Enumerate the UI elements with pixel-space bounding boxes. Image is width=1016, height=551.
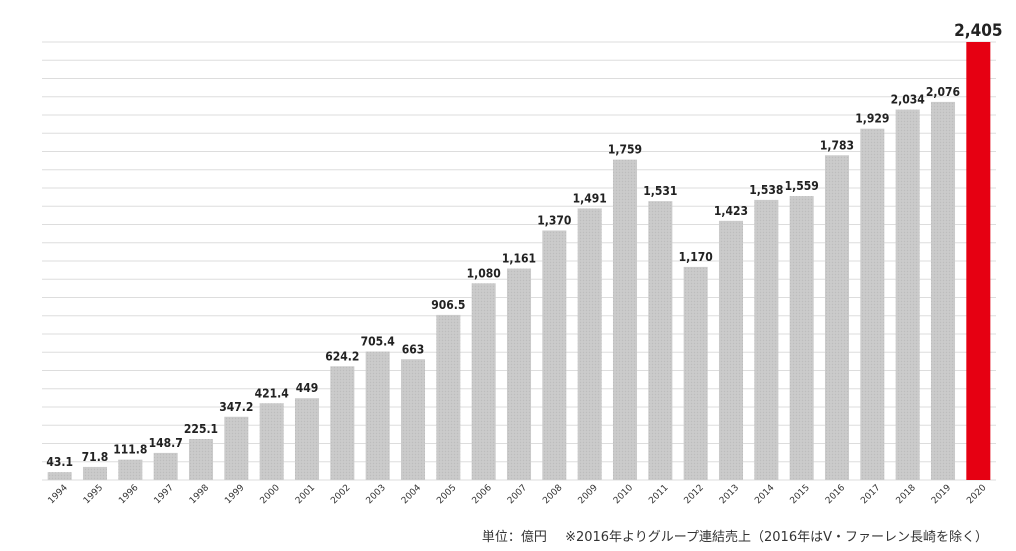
value-label: 1,531 [643, 184, 677, 198]
x-tick-label: 2004 [400, 483, 423, 506]
bar [82, 466, 108, 480]
bar [824, 155, 850, 481]
x-tick-label: 2017 [859, 483, 882, 506]
footnote: 単位：億円 ※2016年よりグループ連結売上（2016年はV・ファーレン長崎を除… [482, 526, 1002, 545]
x-tick-label: 1996 [117, 483, 140, 506]
value-label: 225.1 [184, 422, 218, 436]
x-tick-label: 2003 [365, 483, 388, 506]
bar [330, 366, 355, 480]
value-label: 1,538 [749, 183, 783, 197]
bar [612, 159, 638, 480]
bar [930, 101, 956, 481]
bar [895, 109, 920, 480]
x-tick-label: 1999 [223, 483, 246, 506]
x-tick-label: 2016 [824, 483, 847, 506]
bar [188, 439, 214, 480]
bar [436, 314, 461, 480]
value-label: 1,170 [679, 250, 713, 264]
value-label: 2,076 [926, 85, 960, 99]
x-tick-label: 2013 [718, 483, 741, 506]
value-label: 1,559 [785, 179, 819, 193]
value-label: 1,491 [573, 191, 607, 205]
bar [648, 201, 673, 480]
footnote-text: ※2016年よりグループ連結売上（2016年はV・ファーレン長崎を除く） [565, 530, 988, 545]
value-label: 624.2 [325, 349, 359, 363]
x-tick-label: 2014 [753, 483, 776, 506]
value-label: 1,080 [467, 266, 501, 280]
value-label: 1,423 [714, 204, 748, 218]
x-tick-label: 2005 [435, 483, 458, 506]
x-tick-labels: 1994 1995 1996 1997 1998 1999 2000 2001 2002 2003… [47, 483, 989, 506]
x-tick-label: 2015 [789, 483, 812, 506]
bar [259, 403, 284, 480]
value-label: 148.7 [149, 436, 183, 450]
x-tick-label: 2000 [259, 483, 282, 506]
bar [224, 416, 249, 480]
bar [47, 472, 72, 480]
value-label: 1,370 [537, 213, 571, 227]
bar [860, 128, 885, 480]
x-tick-label: 2007 [506, 483, 529, 506]
value-label: 421.4 [255, 386, 290, 400]
x-tick-label: 2020 [965, 483, 988, 506]
bar [718, 220, 744, 480]
value-label: 449 [296, 381, 319, 395]
value-label: 347.2 [219, 400, 253, 414]
bar [542, 230, 567, 480]
x-tick-label: 2019 [930, 483, 953, 506]
bar [153, 452, 178, 480]
value-label: 43.1 [46, 455, 73, 469]
value-label: 1,783 [820, 138, 854, 152]
x-tick-label: 2001 [294, 483, 317, 506]
bar [118, 459, 143, 480]
value-label: 1,759 [608, 143, 642, 157]
x-tick-label: 1994 [47, 483, 70, 506]
value-label: 2,405 [954, 21, 1002, 41]
x-tick-label: 2010 [612, 483, 635, 506]
value-label: 705.4 [361, 335, 396, 349]
value-label: 71.8 [82, 450, 109, 464]
bar [577, 208, 602, 481]
x-tick-label: 2006 [471, 483, 494, 506]
bar [400, 359, 426, 480]
value-label: 1,929 [855, 112, 889, 126]
bar [754, 199, 779, 480]
bar [789, 196, 814, 480]
x-tick-label: 2008 [541, 483, 564, 506]
bars [47, 42, 991, 481]
x-tick-label: 1997 [153, 483, 176, 506]
bar [966, 42, 991, 480]
x-tick-label: 2018 [895, 483, 918, 506]
x-tick-label: 1995 [82, 483, 105, 506]
value-label: 2,034 [891, 93, 926, 107]
value-label: 111.8 [113, 443, 147, 457]
bar [506, 268, 532, 480]
bar [365, 351, 390, 480]
x-tick-label: 2012 [683, 483, 706, 506]
value-label: 1,161 [502, 252, 536, 266]
bar [294, 398, 320, 480]
value-label: 906.5 [431, 298, 465, 312]
unit-label: 単位：億円 [481, 530, 547, 545]
x-tick-label: 1998 [188, 483, 211, 506]
bar [683, 266, 708, 480]
x-tick-label: 2009 [577, 483, 600, 506]
x-tick-label: 2011 [647, 483, 670, 506]
value-label: 663 [402, 342, 425, 356]
x-tick-label: 2002 [329, 483, 352, 506]
bar [471, 283, 496, 480]
